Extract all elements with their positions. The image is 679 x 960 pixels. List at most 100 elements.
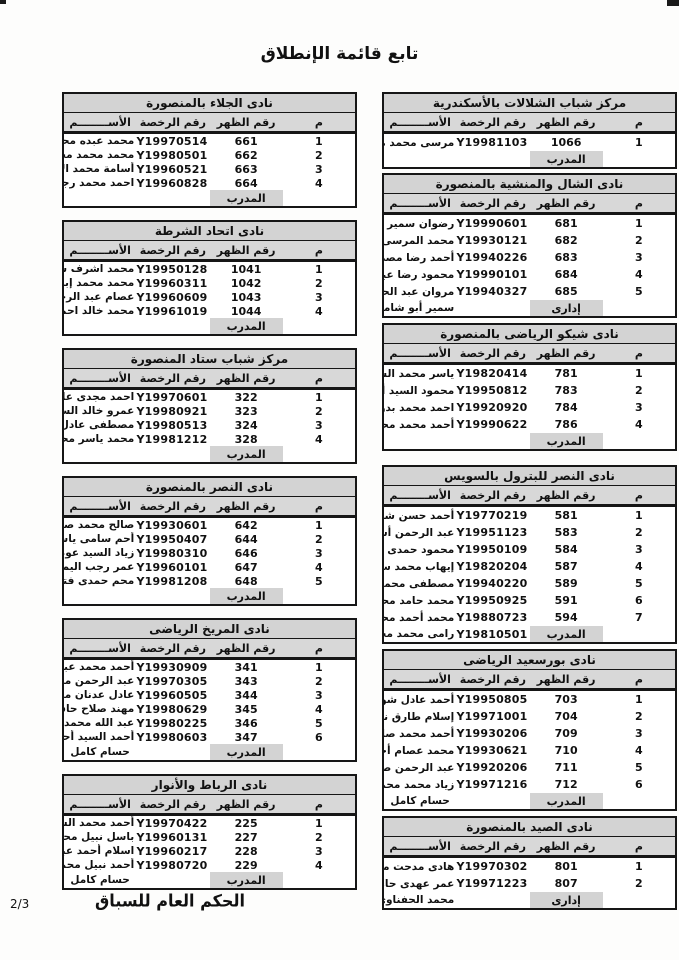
rider-name: مرسى محمد مرسى	[383, 136, 455, 149]
rider-license: EGY19950805	[456, 693, 528, 706]
club-title: نادى المريخ الرياضى	[63, 619, 356, 639]
rider-num: 2	[315, 276, 323, 290]
page-number: 2/3	[10, 897, 30, 911]
rider-row: 1 703 EGY19950805 أحمد عادل شوقى	[383, 690, 676, 709]
column-header-row: م رقم الظهر رقم الرخصة الأســــــــم	[63, 496, 356, 518]
staff-license	[456, 300, 529, 317]
rider-back-number: 344	[234, 688, 258, 702]
rider-name: محمود حمدى أحمد	[383, 543, 455, 556]
rider-num: 6	[635, 778, 643, 791]
column-header-num: م	[282, 794, 356, 816]
column-header-num: م	[282, 240, 356, 262]
rider-back-number: 807	[554, 877, 578, 890]
column-header-name: الأســــــــم	[383, 669, 457, 691]
rider-row: 3 1043 EGY19960609 عصام عبد الرحمن مصطفى	[63, 290, 356, 304]
rider-back-number: 583	[554, 526, 578, 539]
club-table: نادى الصيد بالمنصورة م رقم الظهر رقم الر…	[382, 816, 677, 910]
rider-row: 1 1041 EGY19950128 محمد اشرف سيد موسى	[63, 261, 356, 277]
rider-back-number: 584	[554, 543, 578, 556]
staff-license	[456, 793, 529, 810]
staff-license	[456, 151, 529, 168]
club-title: نادى الجلاء بالمنصورة	[63, 93, 356, 113]
rider-row: 5 589 EGY19940220 مصطفى محمود عبد المبدى	[383, 575, 676, 592]
rider-license: EGY19820414	[456, 367, 528, 380]
rider-back-number: 661	[234, 134, 258, 148]
staff-role-label: المدرب	[209, 744, 283, 761]
rider-name: محمد محمد محمود مصطفى	[63, 149, 135, 161]
rider-num: 2	[315, 532, 323, 546]
rider-license: EGY19940226	[456, 251, 528, 264]
rider-name: محمد ياسر محمد زياده	[63, 433, 135, 445]
rider-num: 1	[315, 660, 323, 674]
rider-back-number: 664	[234, 176, 258, 190]
club-title-row: نادى الرباط والأنوار	[63, 775, 356, 795]
rider-back-number: 1041	[230, 262, 262, 276]
rider-license: EGY19980513	[136, 418, 208, 432]
rider-name: مروان عبد الحميد سليمان	[383, 285, 455, 298]
club-title-row: نادى الشال والمنشية بالمنصورة	[383, 174, 676, 194]
rider-name: عمر رجب اليمانى رزق	[63, 561, 135, 573]
rider-row: 3 344 EGY19960505 عادل عدنان محمد	[63, 688, 356, 702]
column-header-name: الأســــــــم	[63, 794, 137, 816]
club-table: مركز شباب الشلالات بالأسكندرية م رقم الظ…	[382, 92, 677, 169]
staff-license	[136, 446, 209, 463]
rider-num: 2	[315, 674, 323, 688]
column-header-name: الأســــــــم	[383, 485, 457, 507]
rider-row: 4 1044 EGY19961019 محمد خالد احمد	[63, 304, 356, 318]
column-header-license: رقم الرخصة	[456, 669, 530, 691]
column-header-num: م	[602, 485, 676, 507]
rider-name: مصطفى عادل عبد الحليم	[63, 419, 135, 431]
rider-num: 3	[315, 546, 323, 560]
column-header-name: الأســــــــم	[383, 343, 457, 365]
column-header-back-number: رقم الظهر	[529, 836, 603, 858]
rider-back-number: 347	[234, 730, 258, 744]
rider-license: EGY19960131	[136, 830, 208, 844]
rider-license: EGY19960609	[136, 290, 208, 304]
rider-back-number: 1066	[550, 136, 582, 149]
rider-license: EGY19950407	[136, 532, 208, 546]
rider-back-number: 328	[234, 432, 258, 446]
staff-name: حسام كامل	[70, 746, 130, 758]
column-header-back-number: رقم الظهر	[529, 669, 603, 691]
rider-name: أحمد نبيل محمد	[63, 859, 135, 871]
column-header-back-number: رقم الظهر	[209, 794, 283, 816]
staff-name	[63, 588, 136, 605]
club-table: نادى بورسعيد الرياضى م رقم الظهر رقم الر…	[382, 649, 677, 811]
column-header-license: رقم الرخصة	[136, 240, 210, 262]
rider-back-number: 711	[554, 761, 578, 774]
rider-row: 5 346 EGY19980225 عبد الله محمد محمود	[63, 716, 356, 730]
rider-back-number: 684	[554, 268, 578, 281]
rider-num: 7	[635, 611, 643, 624]
column-header-back-number: رقم الظهر	[529, 343, 603, 365]
rider-name: محمد خالد احمد	[63, 305, 135, 317]
rider-license: EGY19981208	[136, 574, 208, 588]
rider-back-number: 685	[554, 285, 578, 298]
rider-back-number: 663	[234, 162, 258, 176]
rider-back-number: 346	[234, 716, 258, 730]
club-title: نادى الرباط والأنوار	[63, 775, 356, 795]
rider-num: 6	[635, 594, 643, 607]
column-header-num: م	[602, 112, 676, 134]
rider-name: اسلام أحمد عبد الفتاح	[63, 845, 135, 857]
staff-row: المدرب حسام كامل	[63, 744, 356, 761]
rider-num: 2	[635, 234, 643, 247]
rider-num: 3	[635, 727, 643, 740]
rider-row: 5 711 EGY19920206 عبد الرحمن صلاح الدين	[383, 759, 676, 776]
staff-row: المدرب	[63, 318, 356, 335]
rider-row: 7 594 EGY19880723 محمد أحمد محمد على	[383, 609, 676, 626]
rider-row: 1 801 EGY19970302 هادى مدحت محمد	[383, 857, 676, 876]
rider-license: EGY19930601	[136, 518, 208, 532]
rider-row: 2 644 EGY19950407 أحم سامى ياسين محمد	[63, 532, 356, 546]
rider-row: 2 783 EGY19950812 محمود السيد أحمد فتحى	[383, 382, 676, 399]
rider-name: أسامة محمد الألفى إبراهيم	[63, 163, 135, 175]
rider-num: 3	[315, 162, 323, 176]
column-header-num: م	[602, 193, 676, 215]
staff-row: إدارى سمير أبو شامه	[383, 300, 676, 317]
rider-num: 1	[635, 860, 643, 873]
rider-name: احمد محمد بدوى	[383, 401, 455, 414]
column-header-name: الأســــــــم	[63, 638, 137, 660]
staff-empty-cell	[603, 433, 676, 450]
rider-license: EGY19990101	[456, 268, 528, 281]
club-table: نادى اتحاد الشرطة م رقم الظهر رقم الرخصة…	[62, 220, 357, 336]
